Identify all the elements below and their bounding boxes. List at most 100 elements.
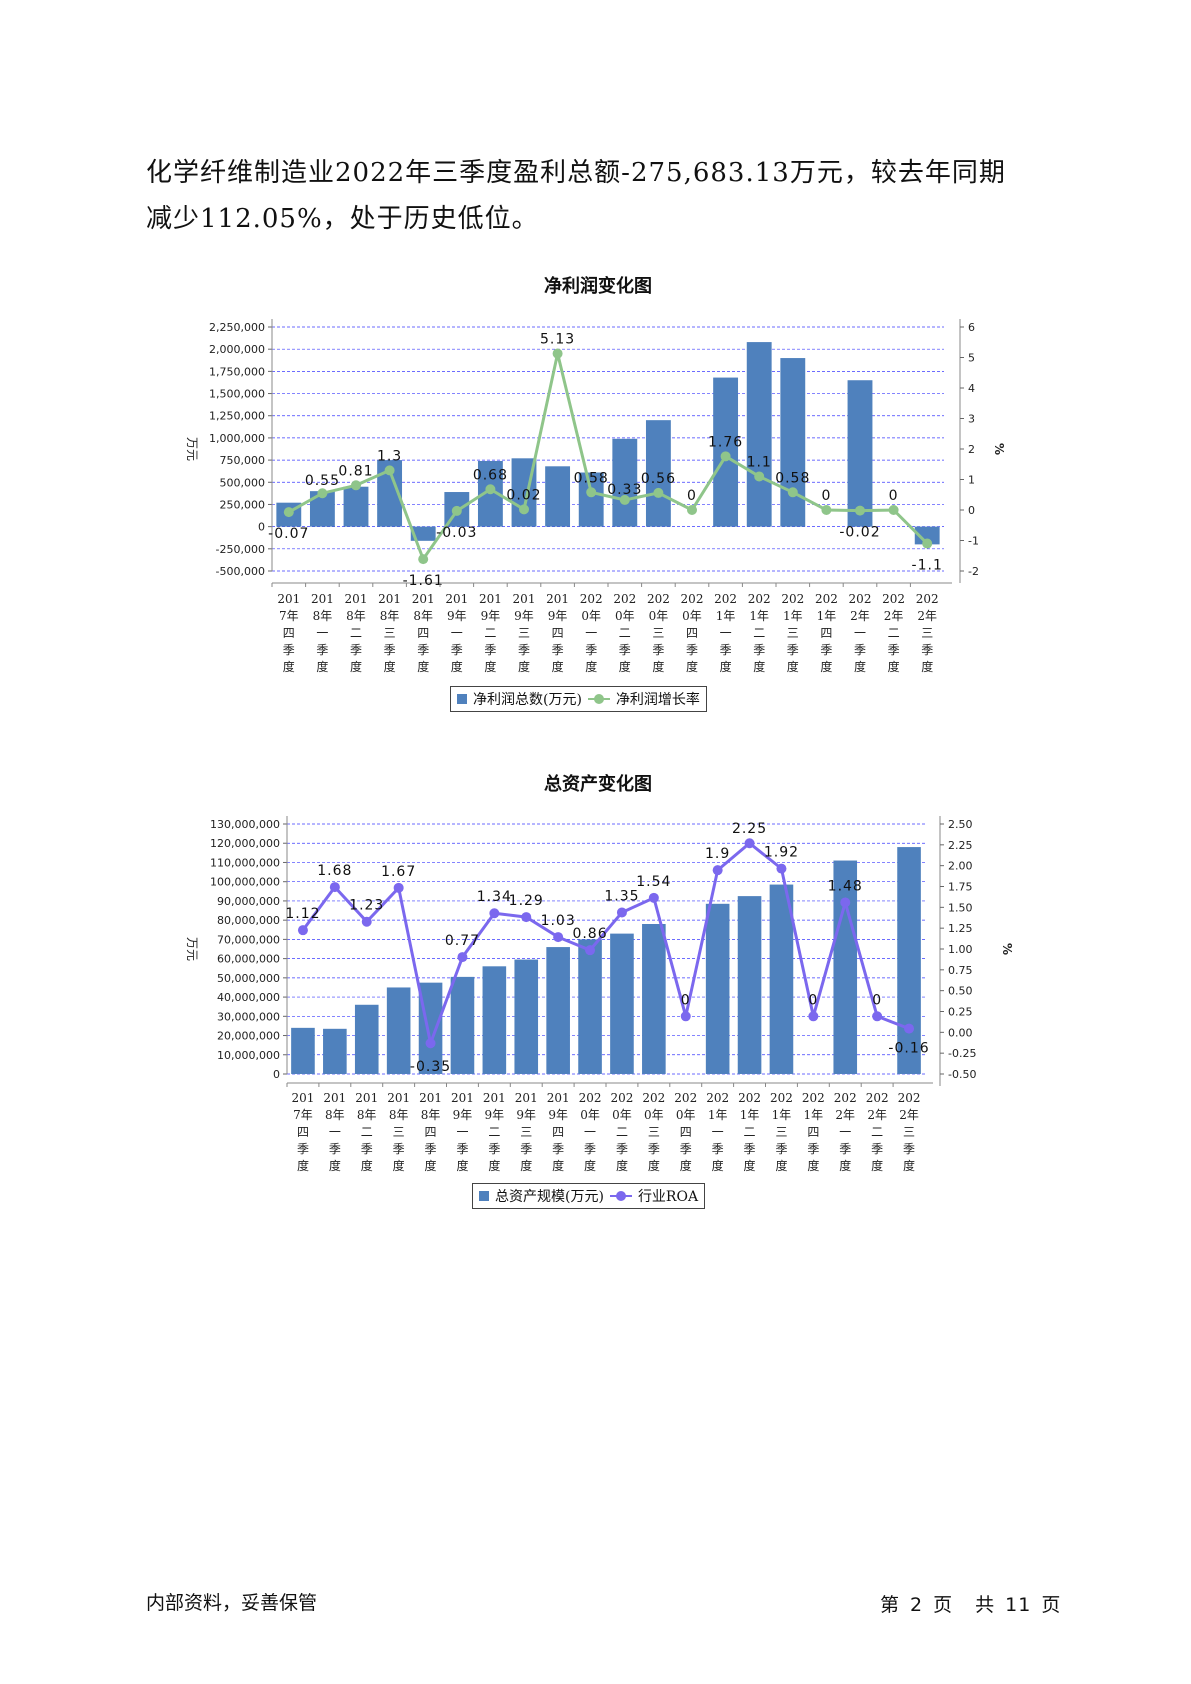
category-label-part: 202: [748, 592, 771, 606]
line-point: [457, 952, 468, 963]
bar: [769, 884, 794, 1074]
line-point: [840, 897, 851, 908]
y2-tick-label: -0.50: [948, 1068, 976, 1081]
category-label-part: 四: [686, 626, 698, 640]
y2-tick-label: -1: [968, 535, 979, 548]
footer-confidential: 内部资料，妥善保管: [146, 1592, 318, 1614]
y2-tick-label: 0.25: [948, 1006, 973, 1019]
category-label-part: 202: [898, 1091, 921, 1105]
category-label-part: 季: [425, 1142, 437, 1156]
line-point: [393, 882, 404, 893]
category-label-part: 季: [456, 1142, 468, 1156]
line-point: [687, 505, 697, 515]
category-label-part: 201: [345, 592, 368, 606]
bar: [833, 860, 858, 1074]
line-point: [361, 916, 372, 927]
category-label-part: 一: [456, 1125, 468, 1139]
y-tick-label: 1,250,000: [209, 410, 265, 423]
category-label-part: 一: [329, 1125, 341, 1139]
category-label-part: 2年: [835, 1108, 855, 1122]
category-label-part: 201: [483, 1091, 506, 1105]
category-label-part: 1年: [749, 609, 769, 623]
line-point: [787, 487, 798, 498]
category-label-part: 202: [849, 592, 872, 606]
line-point: [904, 1023, 915, 1034]
y-tick-label: 2,000,000: [209, 343, 265, 356]
category-label-part: 8年: [389, 1108, 409, 1122]
y-axis-label: 万元: [185, 937, 199, 961]
category-label-part: 季: [417, 643, 429, 657]
y-tick-label: 1,750,000: [209, 365, 265, 378]
y2-tick-label: 0.75: [948, 964, 973, 977]
data-label: 0.81: [338, 463, 373, 479]
y-tick-label: 1,000,000: [209, 432, 265, 445]
y-tick-label: 1,500,000: [209, 388, 265, 401]
category-label-part: 度: [712, 1158, 724, 1173]
y2-tick-label: 2.25: [948, 839, 973, 852]
series-line: [301, 841, 910, 1049]
category-label-part: 度: [316, 659, 328, 674]
category-label-part: 三: [903, 1125, 915, 1139]
line-point: [519, 504, 529, 515]
category-label-part: 季: [316, 643, 328, 657]
data-label: 0: [889, 488, 899, 504]
category-label-part: 季: [616, 1142, 628, 1156]
line-point: [552, 348, 563, 359]
chart-1-title: 净利润变化图: [544, 276, 652, 297]
category-label-part: 季: [753, 643, 765, 657]
category-label-part: 202: [610, 1091, 633, 1105]
category-label-part: 四: [297, 1125, 309, 1139]
data-label: 0: [821, 488, 831, 504]
total-unit: 页: [1041, 1594, 1062, 1616]
y-tick-label: 70,000,000: [217, 933, 280, 946]
category-label: 202 2年三季度: [916, 592, 939, 674]
category-label-part: 1年: [804, 1108, 824, 1122]
category-label-part: 四: [820, 626, 832, 640]
y2-tick-label: -2: [968, 565, 979, 578]
category-label-part: 202: [642, 1091, 665, 1105]
category-label: 202 2年三季度: [898, 1091, 921, 1173]
category-label-part: 一: [585, 626, 597, 640]
y-tick-label: -500,000: [216, 565, 265, 578]
category-label-part: 一: [451, 626, 463, 640]
data-label: 1.12: [285, 906, 320, 922]
category-label-part: 7年: [293, 1108, 313, 1122]
category-label-part: 201: [355, 1091, 378, 1105]
y-tick-label: 50,000,000: [217, 972, 280, 985]
category-label-part: 度: [744, 1158, 756, 1173]
y-tick-label: 90,000,000: [217, 895, 280, 908]
legend-line-swatch: [609, 1191, 632, 1201]
bar: [705, 903, 730, 1074]
bar: [354, 1004, 379, 1074]
category-label-part: 0年: [615, 609, 635, 623]
category-label-part: 季: [384, 643, 396, 657]
category-label-part: 季: [744, 1142, 756, 1156]
category-label-part: 二: [361, 1125, 373, 1139]
y2-tick-label: 6: [968, 321, 975, 334]
bar: [847, 380, 873, 527]
data-label: -0.02: [839, 525, 880, 541]
category-label-part: 8年: [313, 609, 333, 623]
category-label-part: 度: [652, 659, 664, 674]
line-point: [616, 907, 627, 918]
category-label-part: 1年: [716, 609, 736, 623]
category-label-part: 二: [488, 1125, 500, 1139]
y2-tick-label: 1.75: [948, 881, 973, 894]
category-label-part: 季: [297, 1142, 309, 1156]
y-tick-label: 10,000,000: [217, 1049, 280, 1062]
category-label-part: 二: [619, 626, 631, 640]
y-tick-label: 40,000,000: [217, 991, 280, 1004]
category-label-part: 201: [378, 592, 401, 606]
y-tick-label: 2,250,000: [209, 321, 265, 334]
category-label-part: 201: [479, 592, 502, 606]
category-label-part: 度: [820, 659, 832, 674]
